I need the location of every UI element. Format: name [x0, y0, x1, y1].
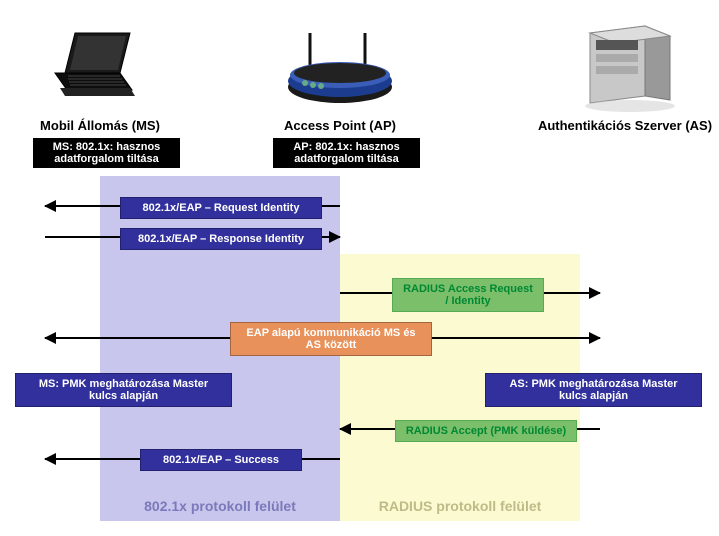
msg-eap-comm: EAP alapú kommunikáció MS és AS között: [230, 322, 432, 356]
pmk-as: AS: PMK meghatározása Master kulcs alapj…: [485, 373, 702, 407]
msg-radius-accept: RADIUS Accept (PMK küldése): [395, 420, 577, 442]
msg-radius-req: RADIUS Access Request / Identity: [392, 278, 544, 312]
pmk-ms: MS: PMK meghatározása Master kulcs alapj…: [15, 373, 232, 407]
as-label: Authentikációs Szerver (AS): [530, 118, 719, 133]
ms-label: Mobil Állomás (MS): [10, 118, 190, 133]
msg-req-identity: 802.1x/EAP – Request Identity: [120, 197, 322, 219]
msg-resp-identity: 802.1x/EAP – Response Identity: [120, 228, 322, 250]
ap-label: Access Point (AP): [260, 118, 420, 133]
zone-8021x-label: 802.1x protokoll felület: [100, 498, 340, 514]
ap-status: AP: 802.1x: hasznos adatforgalom tiltása: [273, 138, 420, 168]
zone-radius-label: RADIUS protokoll felület: [340, 498, 580, 514]
server-icon: [570, 18, 680, 113]
msg-eap-success: 802.1x/EAP – Success: [140, 449, 302, 471]
router-icon: [280, 25, 400, 110]
laptop-icon: [40, 28, 140, 108]
ms-status: MS: 802.1x: hasznos adatforgalom tiltása: [33, 138, 180, 168]
